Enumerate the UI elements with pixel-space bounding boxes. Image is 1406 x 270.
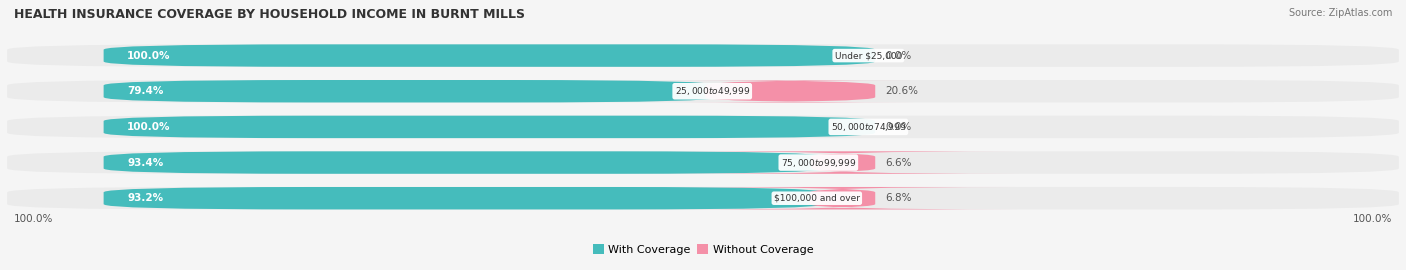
Text: HEALTH INSURANCE COVERAGE BY HOUSEHOLD INCOME IN BURNT MILLS: HEALTH INSURANCE COVERAGE BY HOUSEHOLD I… — [14, 8, 524, 21]
FancyBboxPatch shape — [7, 80, 1399, 103]
Text: $25,000 to $49,999: $25,000 to $49,999 — [675, 85, 749, 97]
Text: 0.0%: 0.0% — [884, 122, 911, 132]
FancyBboxPatch shape — [104, 80, 718, 103]
Text: 79.4%: 79.4% — [127, 86, 163, 96]
Text: $50,000 to $74,999: $50,000 to $74,999 — [831, 121, 905, 133]
Text: Under $25,000: Under $25,000 — [835, 51, 903, 60]
FancyBboxPatch shape — [104, 44, 875, 67]
Text: 100.0%: 100.0% — [127, 50, 170, 60]
FancyBboxPatch shape — [104, 151, 825, 174]
Text: 93.2%: 93.2% — [127, 193, 163, 203]
Text: 100.0%: 100.0% — [127, 122, 170, 132]
FancyBboxPatch shape — [669, 80, 912, 103]
Text: $100,000 and over: $100,000 and over — [773, 194, 860, 203]
Text: Source: ZipAtlas.com: Source: ZipAtlas.com — [1288, 8, 1392, 18]
Text: 0.0%: 0.0% — [884, 50, 911, 60]
FancyBboxPatch shape — [7, 187, 1399, 210]
FancyBboxPatch shape — [669, 187, 1017, 210]
FancyBboxPatch shape — [669, 151, 1018, 174]
FancyBboxPatch shape — [104, 187, 824, 210]
Text: $75,000 to $99,999: $75,000 to $99,999 — [780, 157, 856, 168]
FancyBboxPatch shape — [7, 116, 1399, 138]
Text: 6.6%: 6.6% — [884, 158, 911, 168]
Text: 100.0%: 100.0% — [14, 214, 53, 224]
FancyBboxPatch shape — [7, 44, 1399, 67]
Text: 20.6%: 20.6% — [884, 86, 918, 96]
Legend: With Coverage, Without Coverage: With Coverage, Without Coverage — [591, 242, 815, 257]
FancyBboxPatch shape — [7, 151, 1399, 174]
Text: 100.0%: 100.0% — [1353, 214, 1392, 224]
Text: 6.8%: 6.8% — [884, 193, 911, 203]
FancyBboxPatch shape — [104, 116, 875, 138]
Text: 93.4%: 93.4% — [127, 158, 163, 168]
